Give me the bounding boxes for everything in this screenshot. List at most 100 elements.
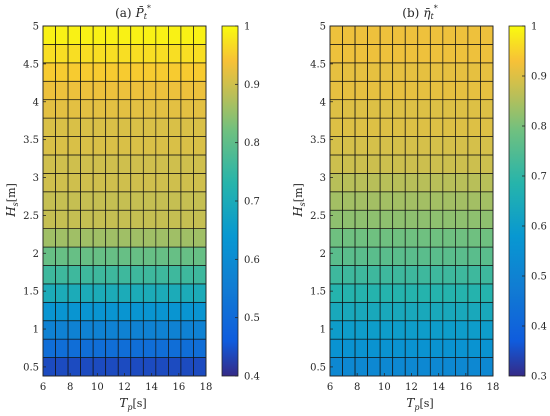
- colorbar-tick-label: 1: [244, 22, 250, 33]
- heatmap-cell: [130, 191, 144, 211]
- heatmap-cell: [354, 173, 368, 193]
- heatmap-cell: [42, 209, 56, 229]
- heatmap-cell: [392, 25, 406, 45]
- y-tick-label: 4: [33, 97, 39, 108]
- heatmap-cell: [155, 228, 169, 248]
- heatmap-cell: [117, 191, 132, 211]
- heatmap-cell: [367, 357, 381, 377]
- y-tick-label: 5: [320, 22, 326, 33]
- heatmap-cell: [379, 357, 394, 377]
- heatmap-cell: [392, 283, 406, 303]
- y-tick-label: 1: [33, 325, 39, 336]
- heatmap-cell: [168, 25, 182, 45]
- heatmap-cell: [67, 246, 81, 266]
- y-tick-label: 2.5: [23, 211, 39, 222]
- heatmap-cell: [342, 62, 356, 82]
- heatmap-cell: [342, 173, 356, 193]
- heatmap-cell: [342, 25, 356, 45]
- y-tick-label: 3.5: [310, 135, 326, 146]
- heatmap-cell: [480, 62, 494, 82]
- heatmap-cell: [367, 44, 381, 64]
- heatmap-cell: [455, 154, 469, 174]
- heatmap-cell: [193, 154, 207, 174]
- heatmap-cell: [342, 246, 356, 266]
- heatmap-cell: [42, 228, 56, 248]
- heatmap-cell: [417, 117, 431, 137]
- heatmap-cell: [193, 338, 207, 358]
- heatmap-cell: [92, 80, 107, 101]
- heatmap-cell: [80, 228, 94, 248]
- heatmap-cell: [392, 44, 406, 64]
- heatmap-cell: [80, 136, 94, 156]
- heatmap-cell: [455, 136, 469, 156]
- heatmap-cell: [480, 80, 494, 101]
- heatmap-cell: [467, 117, 481, 137]
- heatmap-cell: [130, 80, 144, 101]
- panel-b-title: (b) η̄t*: [402, 4, 437, 21]
- heatmap-cell: [155, 265, 169, 285]
- heatmap-cell: [42, 320, 56, 340]
- heatmap-cell: [130, 228, 144, 248]
- y-tick-label: 1.5: [310, 287, 326, 298]
- heatmap-cell: [193, 283, 207, 303]
- heatmap-cell: [168, 44, 182, 64]
- heatmap-cell: [67, 265, 81, 285]
- heatmap-cell: [42, 99, 56, 119]
- y-tick-label: 0.5: [23, 362, 39, 373]
- heatmap-cell: [155, 357, 169, 377]
- heatmap-cell: [417, 154, 431, 174]
- heatmap-cell: [392, 154, 406, 174]
- heatmap-cell: [342, 338, 356, 358]
- heatmap-cell: [92, 320, 107, 340]
- heatmap-cell: [105, 117, 119, 137]
- heatmap-cell: [417, 228, 431, 248]
- heatmap-cell: [429, 80, 444, 101]
- heatmap-cell: [379, 25, 394, 45]
- heatmap-cell: [404, 44, 419, 64]
- heatmap-cell: [142, 320, 157, 340]
- heatmap-cell: [392, 228, 406, 248]
- heatmap-cell: [455, 246, 469, 266]
- heatmap-cell: [130, 320, 144, 340]
- heatmap-cell: [392, 246, 406, 266]
- heatmap-cell: [480, 154, 494, 174]
- heatmap-cell: [117, 228, 132, 248]
- heatmap-cell: [130, 117, 144, 137]
- heatmap-cell: [442, 173, 456, 193]
- heatmap-cell: [117, 154, 132, 174]
- heatmap-cell: [105, 320, 119, 340]
- heatmap-cell: [480, 228, 494, 248]
- colorbar-tick-label: 0.5: [244, 313, 260, 324]
- heatmap-cell: [168, 209, 182, 229]
- heatmap-cell: [392, 301, 406, 322]
- heatmap-cell: [404, 228, 419, 248]
- heatmap-cell: [142, 338, 157, 358]
- y-tick-label: 1.5: [23, 287, 39, 298]
- heatmap-cell: [354, 80, 368, 101]
- heatmap-cell: [155, 338, 169, 358]
- heatmap-cell: [342, 209, 356, 229]
- heatmap-cell: [367, 99, 381, 119]
- heatmap-cell: [442, 25, 456, 45]
- heatmap-cell: [55, 320, 69, 340]
- heatmap-cell: [42, 117, 56, 137]
- heatmap-cell: [392, 99, 406, 119]
- heatmap-cell: [442, 357, 456, 377]
- heatmap-cell: [130, 209, 144, 229]
- heatmap-cell: [455, 62, 469, 82]
- heatmap-cell: [367, 209, 381, 229]
- heatmap-cell: [354, 265, 368, 285]
- heatmap-cell: [168, 246, 182, 266]
- heatmap-cell: [404, 265, 419, 285]
- heatmap-cell: [67, 228, 81, 248]
- heatmap-cell: [105, 80, 119, 101]
- heatmap-cell: [404, 99, 419, 119]
- heatmap-cell: [329, 80, 343, 101]
- heatmap-cell: [80, 154, 94, 174]
- heatmap-cell: [367, 117, 381, 137]
- heatmap-cell: [342, 191, 356, 211]
- heatmap-cell: [180, 173, 194, 193]
- heatmap-cell: [467, 44, 481, 64]
- heatmap-cell: [404, 246, 419, 266]
- heatmap-cell: [105, 136, 119, 156]
